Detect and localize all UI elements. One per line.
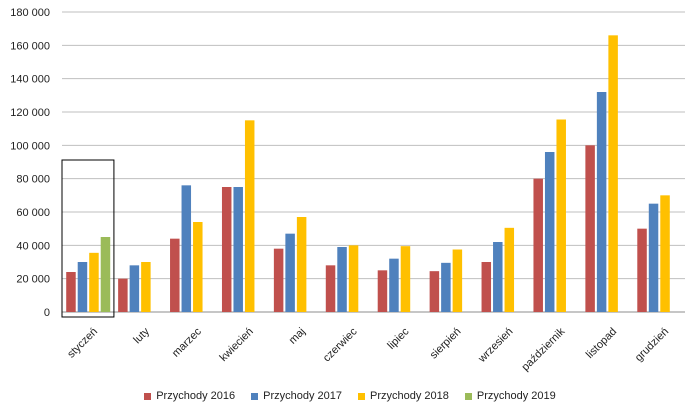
bars: [66, 35, 670, 312]
bar: [181, 185, 192, 312]
bar: [337, 247, 347, 312]
legend: Przychody 2016 Przychody 2017 Przychody 20…: [0, 386, 700, 406]
bar: [441, 262, 451, 312]
bar: [504, 227, 515, 312]
x-tick-label: czerwiec: [321, 325, 360, 364]
bar: [400, 246, 411, 312]
bar: [296, 217, 307, 312]
x-tick-label: marzec: [170, 325, 204, 359]
bar: [481, 262, 492, 312]
bar: [585, 145, 595, 312]
bar: [377, 270, 388, 312]
bar: [660, 195, 670, 312]
bar: [389, 258, 399, 312]
bar: [596, 92, 607, 312]
legend-item: Przychody 2019: [464, 390, 556, 402]
bar: [233, 187, 243, 312]
x-tick-label: sierpień: [428, 326, 464, 362]
bar: [544, 152, 555, 312]
bar: [244, 120, 255, 312]
y-tick-label: 80 000: [16, 174, 50, 186]
bar: [193, 222, 203, 312]
highlight-frame: [61, 159, 115, 318]
y-tick-label: 60 000: [16, 207, 50, 219]
legend-item: Przychody 2016: [144, 390, 235, 402]
legend-swatch: [144, 392, 152, 400]
legend-label: Przychody 2017: [263, 390, 342, 402]
bar: [273, 248, 284, 312]
y-tick-label: 100 000: [10, 140, 50, 152]
bar: [221, 187, 232, 312]
bar: [141, 262, 151, 312]
bar: [493, 242, 503, 312]
bar: [100, 237, 111, 312]
bar: [429, 271, 440, 312]
bar: [533, 178, 543, 312]
legend-swatch: [251, 392, 259, 400]
chart: 0 20 000 40 000 60 000 80 000 100 000 120 000 1…: [10, 7, 685, 373]
legend-swatch: [464, 392, 472, 400]
bar: [66, 272, 76, 312]
x-tick-label: lipiec: [385, 325, 412, 352]
y-tick-label: 160 000: [10, 40, 50, 52]
bar: [637, 228, 647, 312]
bar: [77, 262, 88, 312]
legend-label: Przychody 2016: [156, 390, 236, 402]
x-tick-label: wrzesień: [476, 326, 516, 366]
legend-label: Przychody 2018: [370, 390, 449, 402]
y-tick-label: 140 000: [10, 74, 50, 86]
x-tick-label: maj: [287, 326, 308, 347]
bar: [129, 265, 140, 312]
y-tick-label: 120 000: [10, 107, 50, 119]
x-tick-label: grudzień: [633, 326, 671, 364]
x-tick-label: luty: [131, 325, 152, 346]
x-tick-label: kwiecień: [218, 326, 256, 364]
legend-label: Przychody 2019: [476, 390, 556, 402]
y-tick-label: 40 000: [16, 240, 50, 252]
x-tick-label: styczeń: [65, 326, 100, 361]
x-tick-label: październik: [520, 325, 568, 373]
x-tick-label: listopad: [584, 326, 619, 361]
bar: [89, 252, 99, 312]
bar: [325, 265, 336, 312]
gridlines: [62, 11, 685, 313]
y-tick-label: 180 000: [10, 7, 50, 19]
y-axis-ticks: 0 20 000 40 000 60 000 80 000 100 000 120 000 1…: [10, 7, 50, 319]
y-tick-label: 0: [44, 307, 50, 319]
bar: [608, 35, 618, 312]
bar: [285, 233, 295, 312]
bar: [348, 245, 359, 312]
bar: [118, 278, 128, 312]
legend-swatch: [358, 392, 365, 400]
bar: [170, 238, 180, 312]
highlight-box: [61, 159, 115, 318]
bar: [452, 249, 463, 312]
legend-item: Przychody 2017: [251, 390, 342, 402]
bar: [648, 203, 659, 312]
legend-item: Przychody 2018: [358, 390, 449, 402]
bar: [556, 119, 566, 312]
y-tick-label: 20 000: [16, 274, 50, 286]
x-axis-ticks: styczeń luty marzec kwiecień maj czerwiec lipi…: [65, 325, 671, 373]
